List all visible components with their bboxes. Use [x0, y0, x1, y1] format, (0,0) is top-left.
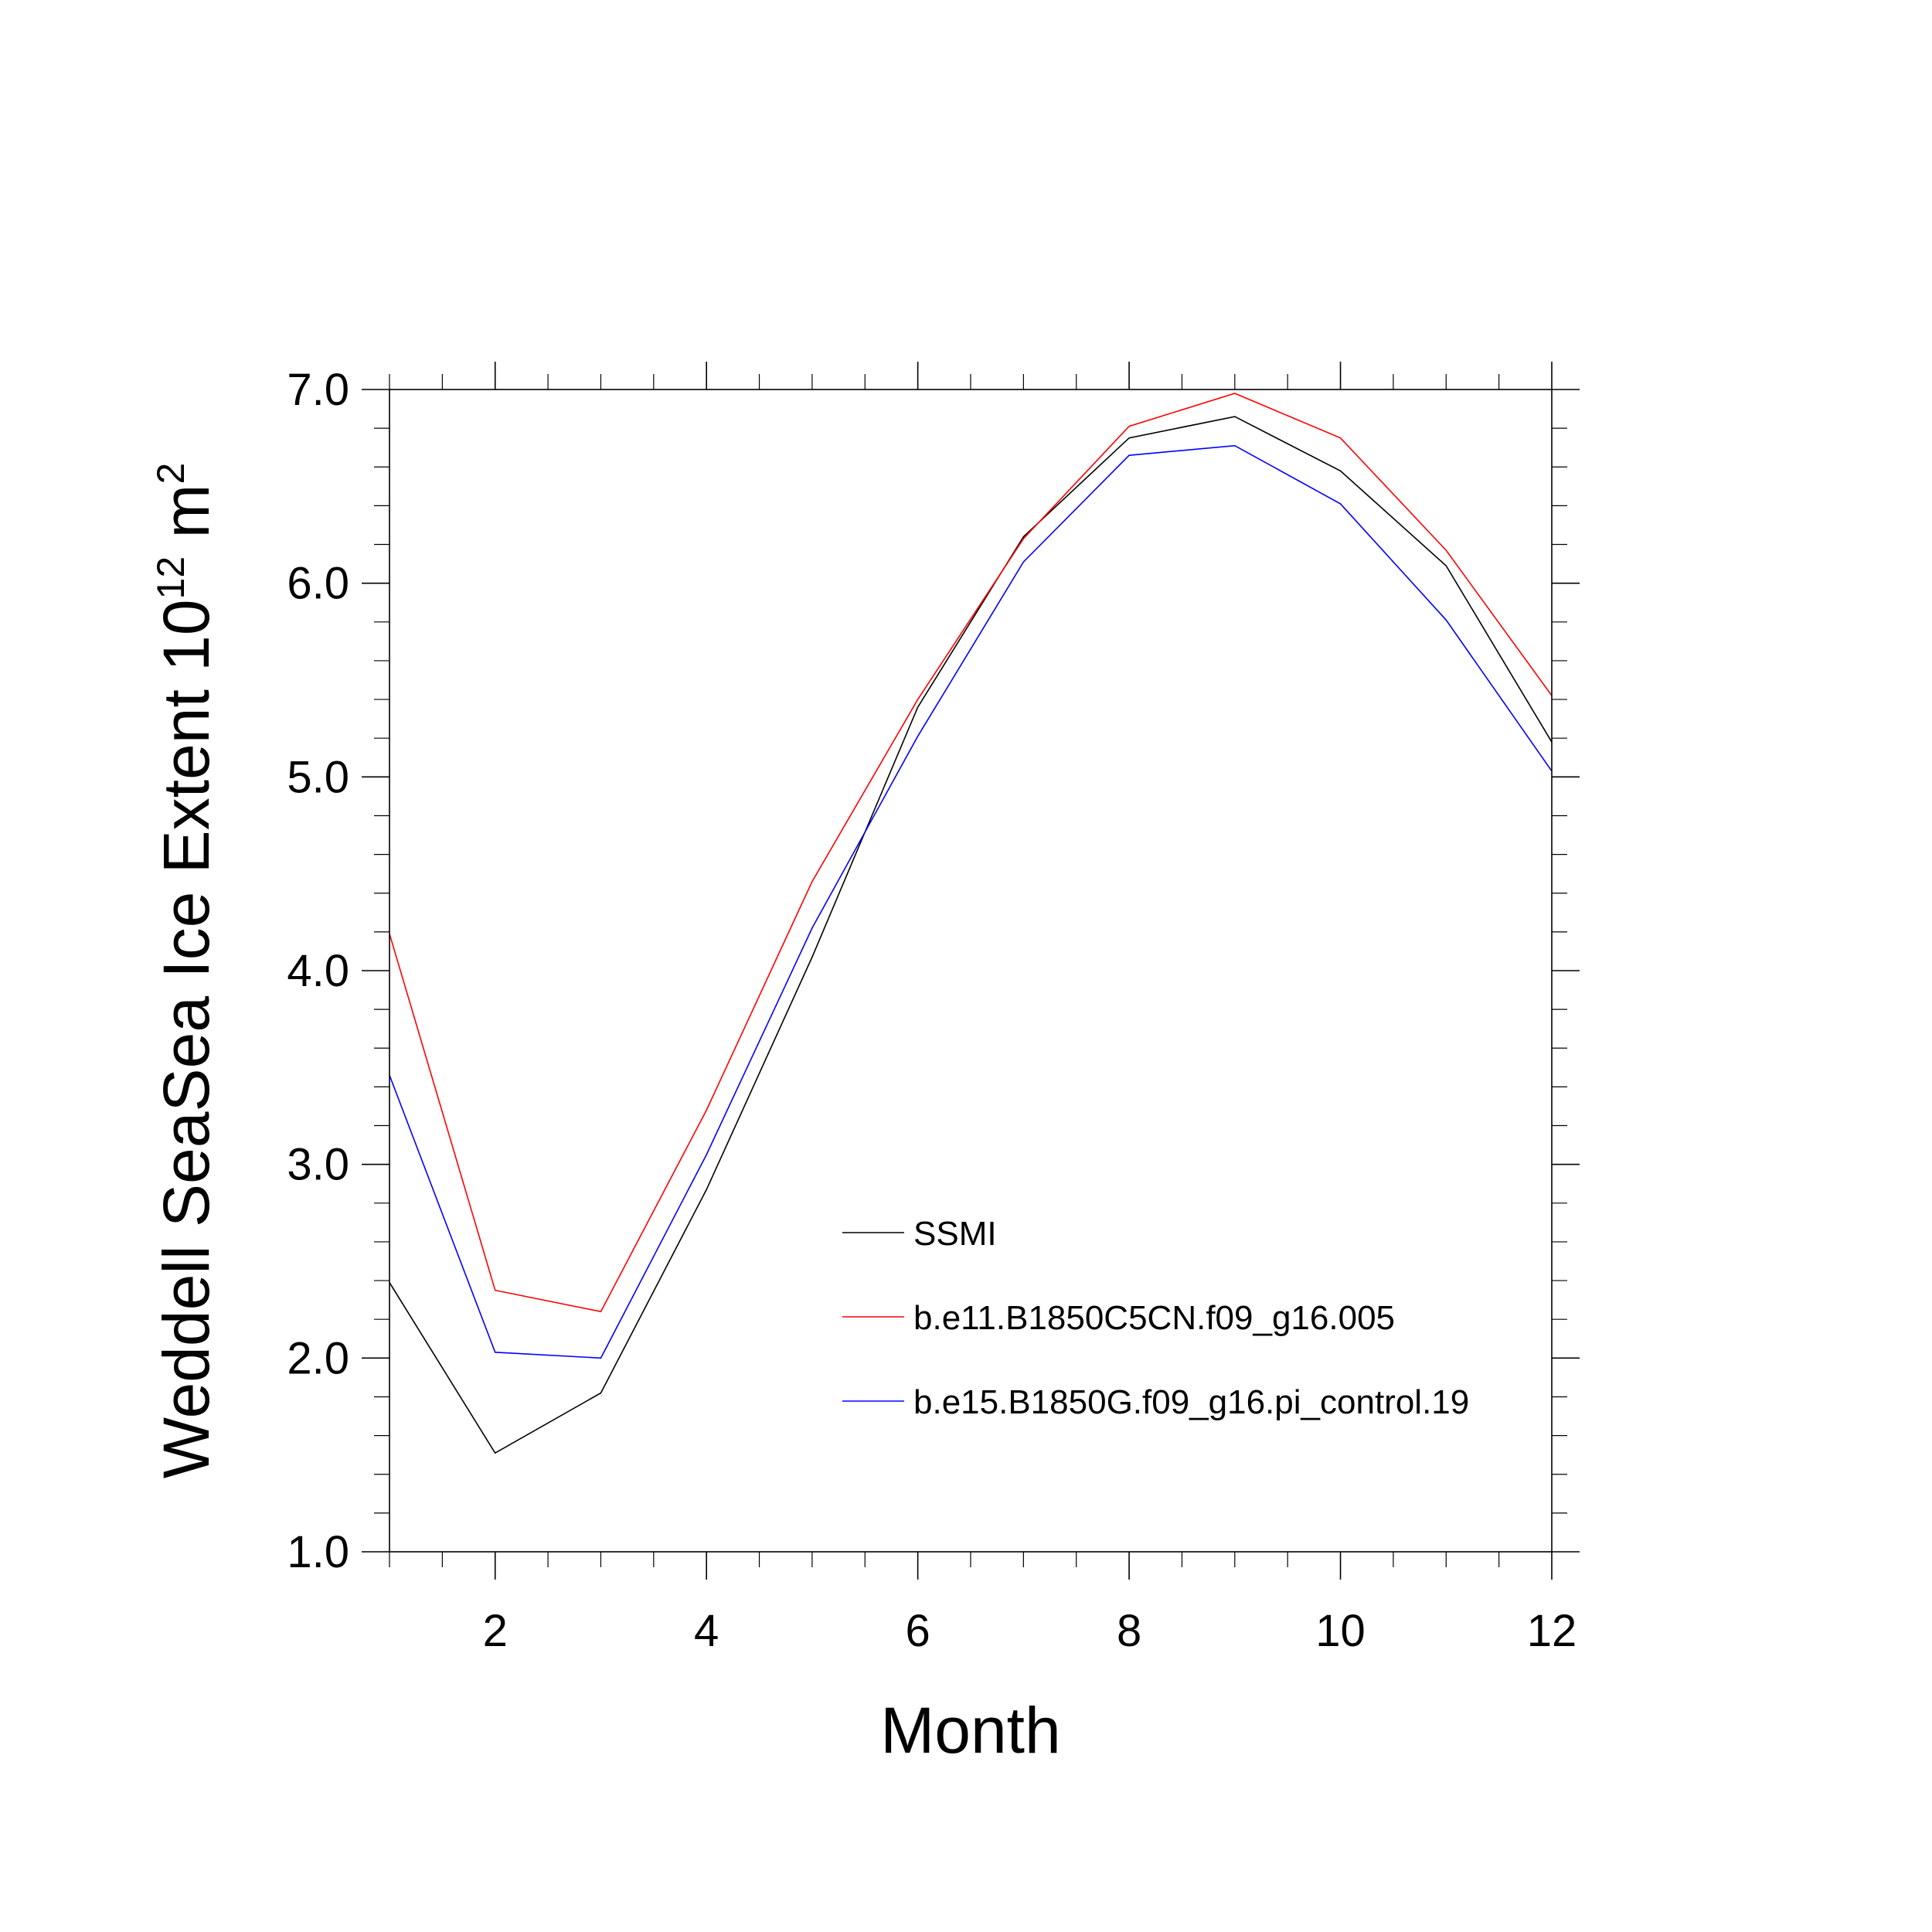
y-axis-label: Weddell SeaSea Ice Extent 1012 m2: [149, 463, 223, 1479]
y-axis-label-unit: m: [150, 485, 223, 556]
y-tick-label: 1.0: [287, 1527, 349, 1577]
y-tick-label: 4.0: [287, 946, 349, 996]
y-tick-label: 6.0: [287, 559, 349, 609]
x-tick-label: 2: [483, 1606, 508, 1656]
legend-label-1: SSMI: [913, 1215, 997, 1253]
y-tick-label: 7.0: [287, 365, 349, 415]
y-tick-label: 3.0: [287, 1140, 349, 1190]
legend-label-2: b.e11.B1850C5CN.f09_g16.005: [913, 1299, 1395, 1337]
series-line-3: [389, 444, 1553, 1359]
y-tick-label: 5.0: [287, 752, 349, 802]
x-tick-label: 12: [1527, 1606, 1577, 1656]
series-line-1: [389, 416, 1553, 1454]
axis-ticks: [362, 362, 1580, 1580]
y-axis-label-superscript-12: 12: [149, 556, 192, 600]
x-tick-label: 10: [1315, 1606, 1366, 1656]
legend: SSMI b.e11.B1850C5CN.f09_g16.005 b.e15.B18…: [842, 1215, 1469, 1421]
plot-frame: [389, 389, 1553, 1553]
y-axis-label-main: Weddell SeaSea Ice Extent 10: [150, 599, 223, 1478]
legend-label-3: b.e15.B1850G.f09_g16.pi_control.19: [913, 1383, 1469, 1421]
x-axis-label: Month: [880, 1694, 1060, 1767]
series-line-2: [389, 393, 1553, 1313]
y-tick-label: 2.0: [287, 1333, 349, 1383]
x-tick-labels: 2 4 6 8 10 12: [483, 1606, 1577, 1656]
x-tick-label: 8: [1117, 1606, 1141, 1656]
y-axis-label-superscript-2: 2: [149, 463, 192, 485]
series-lines: [389, 393, 1553, 1454]
x-tick-label: 6: [906, 1606, 930, 1656]
x-tick-label: 4: [694, 1606, 719, 1656]
y-tick-labels: 1.0 2.0 3.0 4.0 5.0 6.0 7.0: [287, 365, 349, 1577]
